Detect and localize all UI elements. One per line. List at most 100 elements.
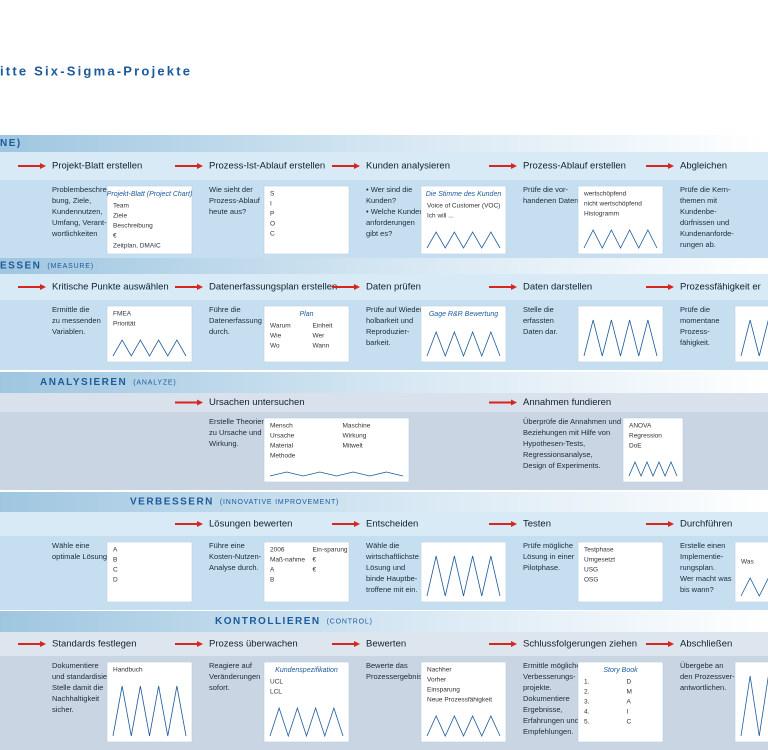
- figure-label: Wer: [313, 333, 326, 340]
- figure-box: [734, 541, 768, 603]
- phase-label: ESSEN: [0, 261, 41, 272]
- step-title: Annahmen fundieren: [523, 397, 611, 408]
- figure-box: [577, 541, 664, 603]
- step-description: fähigkeit.: [680, 338, 710, 347]
- step-description: den Prozessver-: [680, 672, 735, 681]
- figure-label: Maschine: [343, 423, 371, 430]
- step-description: zu messenden: [52, 316, 101, 325]
- step-description: barkeit.: [366, 338, 391, 347]
- step-title: Durchführen: [680, 519, 732, 530]
- arrow-head: [668, 521, 674, 527]
- step-title: Bewerten: [366, 639, 406, 650]
- figure-box: [420, 661, 507, 743]
- figure-box: [263, 661, 350, 743]
- figure-title: Plan: [299, 311, 313, 318]
- figure-sketch: [740, 319, 768, 357]
- figure-label: Testphase: [584, 547, 614, 554]
- step-title: Datenerfassungsplan erstellen: [209, 282, 337, 293]
- arrow-head: [668, 641, 674, 647]
- figure-title: Kundenspezifikation: [275, 667, 338, 674]
- figure-box: [263, 305, 350, 363]
- step-title: Prozessfähigkeit er: [680, 282, 761, 293]
- figure-sketch: [740, 675, 768, 737]
- step-description: handenen Daten.: [523, 196, 581, 205]
- figure-label: 2.: [584, 689, 590, 696]
- figure-label: DoE: [629, 443, 642, 450]
- step-title: Projekt-Blatt erstellen: [52, 161, 142, 172]
- step-description: anforderungen: [366, 218, 415, 227]
- figure-label: 2006: [270, 547, 285, 554]
- step-description: Lösung in einer: [523, 552, 575, 561]
- step-description: erfassten: [523, 316, 554, 325]
- arrow-head: [511, 521, 517, 527]
- step-description: momentane: [680, 316, 720, 325]
- step-description: Wähle eine: [52, 541, 90, 550]
- arrow-head: [40, 163, 46, 169]
- arrow-head: [197, 521, 203, 527]
- step-description: Prüfe mögliche: [523, 541, 573, 550]
- figure-label: 3.: [584, 699, 590, 706]
- label-band: [0, 372, 768, 393]
- figure-label: Wirkung: [343, 433, 367, 440]
- step-description: Analyse durch.: [209, 563, 259, 572]
- label-band: [0, 611, 768, 632]
- header-band: [0, 632, 768, 656]
- figure-label: Warum: [270, 323, 291, 330]
- step-title: Prozess-Ablauf erstellen: [523, 161, 626, 172]
- step-title: Abgleichen: [680, 161, 727, 172]
- figure-label: Regression: [629, 433, 662, 440]
- figure-box: [263, 185, 350, 255]
- step-description: Veränderungen: [209, 672, 260, 681]
- figure-sketch: [112, 685, 187, 737]
- step-description: Reproduzier-: [366, 327, 410, 336]
- figure-box: [577, 305, 664, 363]
- figure-label: Vorher: [427, 677, 447, 684]
- step-description: • Wer sind die: [366, 185, 412, 194]
- phase-sublabel: (ANALYZE): [133, 379, 176, 386]
- arrow-head: [668, 284, 674, 290]
- step-description: optimale Lösung.: [52, 552, 109, 561]
- step-title: Schlussfolgerungen ziehen: [523, 639, 637, 650]
- step-description: Prüfe die: [680, 305, 710, 314]
- step-description: Umfang, Verant-: [52, 218, 107, 227]
- step-description: bung, Ziele,: [52, 196, 91, 205]
- figure-label: LCL: [270, 689, 282, 696]
- figure-label: B: [113, 557, 117, 564]
- figure-title: Die Stimme des Kunden: [426, 191, 502, 198]
- figure-label: Ursache: [270, 433, 295, 440]
- step-description: Erfahrungen und: [523, 716, 579, 725]
- step-description: bis wann?: [680, 585, 714, 594]
- figure-label: UCL: [270, 679, 283, 686]
- figure-label: 4.: [584, 709, 590, 716]
- step-title: Abschließen: [680, 639, 732, 650]
- header-band: [0, 152, 768, 180]
- figure-box: [106, 305, 193, 363]
- step-description: Pilotphase.: [523, 563, 560, 572]
- step-description: binde Hauptbe-: [366, 574, 418, 583]
- step-title: Ursachen untersuchen: [209, 397, 305, 408]
- step-description: Kundennutzen,: [52, 207, 102, 216]
- step-description: Empfehlungen.: [523, 727, 573, 736]
- figure-label: D: [113, 577, 118, 584]
- step-title: Testen: [523, 519, 551, 530]
- figure-sketch: [628, 460, 678, 478]
- header-band: [0, 274, 768, 300]
- page-title: itte Six-Sigma-Projekte: [0, 63, 192, 78]
- figure-box: [577, 185, 664, 255]
- arrow-head: [511, 641, 517, 647]
- figure-label: I: [270, 201, 272, 208]
- figure-sketch: [426, 555, 501, 597]
- step-description: sicher.: [52, 705, 74, 714]
- step-description: projekte.: [523, 683, 552, 692]
- phase-sublabel: (INNOVATIVE IMPROVEMENT): [220, 499, 339, 506]
- figure-label: C: [270, 231, 275, 238]
- figure-sketch: [426, 715, 501, 737]
- figure-label: Material: [270, 443, 294, 450]
- figure-label: Mitwelt: [343, 443, 363, 450]
- step-title: Daten prüfen: [366, 282, 421, 293]
- step-description: Daten dar.: [523, 327, 558, 336]
- step-description: wirtschaftlichste: [365, 552, 419, 561]
- figure-label: Priorität: [113, 321, 136, 328]
- figure-box: [106, 185, 193, 255]
